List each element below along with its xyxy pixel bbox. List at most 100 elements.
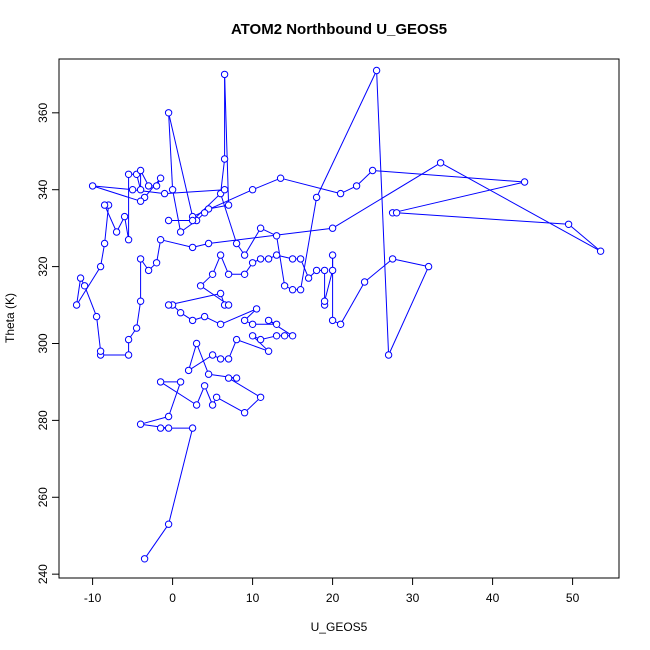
data-point — [88, 182, 97, 190]
series-segment — [104, 205, 110, 244]
series-segment — [252, 177, 281, 191]
data-point — [248, 320, 257, 328]
y-tick-label: 300 — [36, 333, 50, 353]
series-segment — [188, 343, 198, 371]
data-point — [352, 182, 361, 190]
data-point — [92, 312, 101, 321]
data-point — [312, 193, 321, 202]
data-point — [188, 316, 197, 325]
data-point — [240, 409, 249, 417]
data-point — [252, 305, 261, 313]
data-point — [288, 286, 297, 294]
data-point — [224, 301, 233, 309]
data-point — [188, 424, 197, 432]
data-point — [156, 424, 165, 432]
data-point — [296, 286, 305, 294]
series-segment — [168, 427, 194, 525]
data-point — [100, 201, 109, 209]
data-point — [336, 189, 345, 198]
data-point — [164, 520, 173, 528]
data-point — [384, 351, 393, 359]
x-axis: -10 0 10 20 30 40 50 — [84, 577, 580, 605]
data-point — [328, 251, 337, 259]
data-point — [168, 186, 177, 194]
data-point — [280, 282, 289, 290]
data-point — [200, 312, 209, 321]
chart-title: ATOM2 Northbound U_GEOS5 — [231, 21, 447, 38]
series-segment — [208, 227, 333, 244]
x-tick-label: -10 — [84, 591, 102, 605]
series-segment — [372, 170, 525, 183]
series-segment — [396, 212, 569, 225]
data-point — [272, 332, 281, 340]
data-point — [304, 274, 313, 282]
data-point — [220, 70, 229, 79]
data-point — [164, 216, 173, 225]
data-point — [164, 301, 173, 309]
x-tick-label: 10 — [246, 591, 260, 605]
data-point — [280, 332, 289, 340]
data-point — [208, 401, 217, 409]
data-point — [232, 239, 241, 248]
series-segment — [316, 70, 378, 198]
data-point — [136, 297, 145, 305]
data-point — [220, 186, 229, 194]
y-axis: 240 260 280 300 320 340 360 — [36, 102, 60, 584]
data-point — [320, 297, 329, 305]
series-segment — [92, 185, 141, 202]
series-segment — [156, 239, 162, 263]
data-point — [208, 270, 217, 278]
series-segment — [160, 239, 193, 248]
series-segment — [376, 70, 390, 356]
data-point — [436, 159, 445, 167]
data-point — [296, 255, 305, 263]
data-point — [80, 282, 89, 290]
series-segment — [104, 204, 118, 233]
data-point — [224, 374, 233, 382]
data-point — [520, 178, 529, 186]
series-segment — [140, 416, 169, 425]
series-segment — [324, 270, 334, 302]
y-tick-label: 260 — [36, 487, 50, 507]
data-point — [264, 255, 273, 263]
series-segment — [280, 177, 341, 195]
data-point — [124, 236, 133, 244]
data-point — [192, 339, 201, 348]
series-segment — [356, 170, 373, 187]
data-point — [564, 220, 573, 229]
data-point — [164, 109, 173, 117]
series-segment — [76, 278, 82, 306]
data-point — [160, 189, 169, 198]
series-segment — [332, 162, 441, 229]
series-segment — [236, 339, 269, 352]
data-point — [232, 335, 241, 344]
data-point — [224, 270, 233, 278]
data-point — [596, 247, 605, 255]
data-point — [96, 347, 105, 355]
series-segment — [124, 216, 130, 240]
data-point — [144, 182, 153, 190]
series-segment — [364, 258, 393, 283]
data-point — [248, 259, 257, 267]
data-point — [156, 236, 165, 244]
data-point — [156, 378, 165, 386]
y-tick-label: 360 — [36, 102, 50, 122]
x-tick-label: 50 — [566, 591, 580, 605]
data-point — [112, 228, 121, 236]
series-segment — [340, 281, 366, 325]
series-segment — [168, 293, 221, 306]
series-segment — [392, 181, 525, 214]
data-point — [272, 232, 281, 240]
x-tick-label: 20 — [326, 591, 340, 605]
data-point — [256, 255, 265, 263]
data-point — [256, 393, 265, 401]
data-point — [216, 320, 225, 328]
series-segment — [220, 308, 257, 325]
data-point — [204, 370, 213, 378]
data-point — [200, 382, 209, 390]
series-segment — [100, 243, 106, 267]
series-segment — [168, 112, 174, 190]
series-segment — [220, 193, 238, 244]
data-point — [216, 355, 225, 363]
series-segment — [216, 396, 245, 414]
